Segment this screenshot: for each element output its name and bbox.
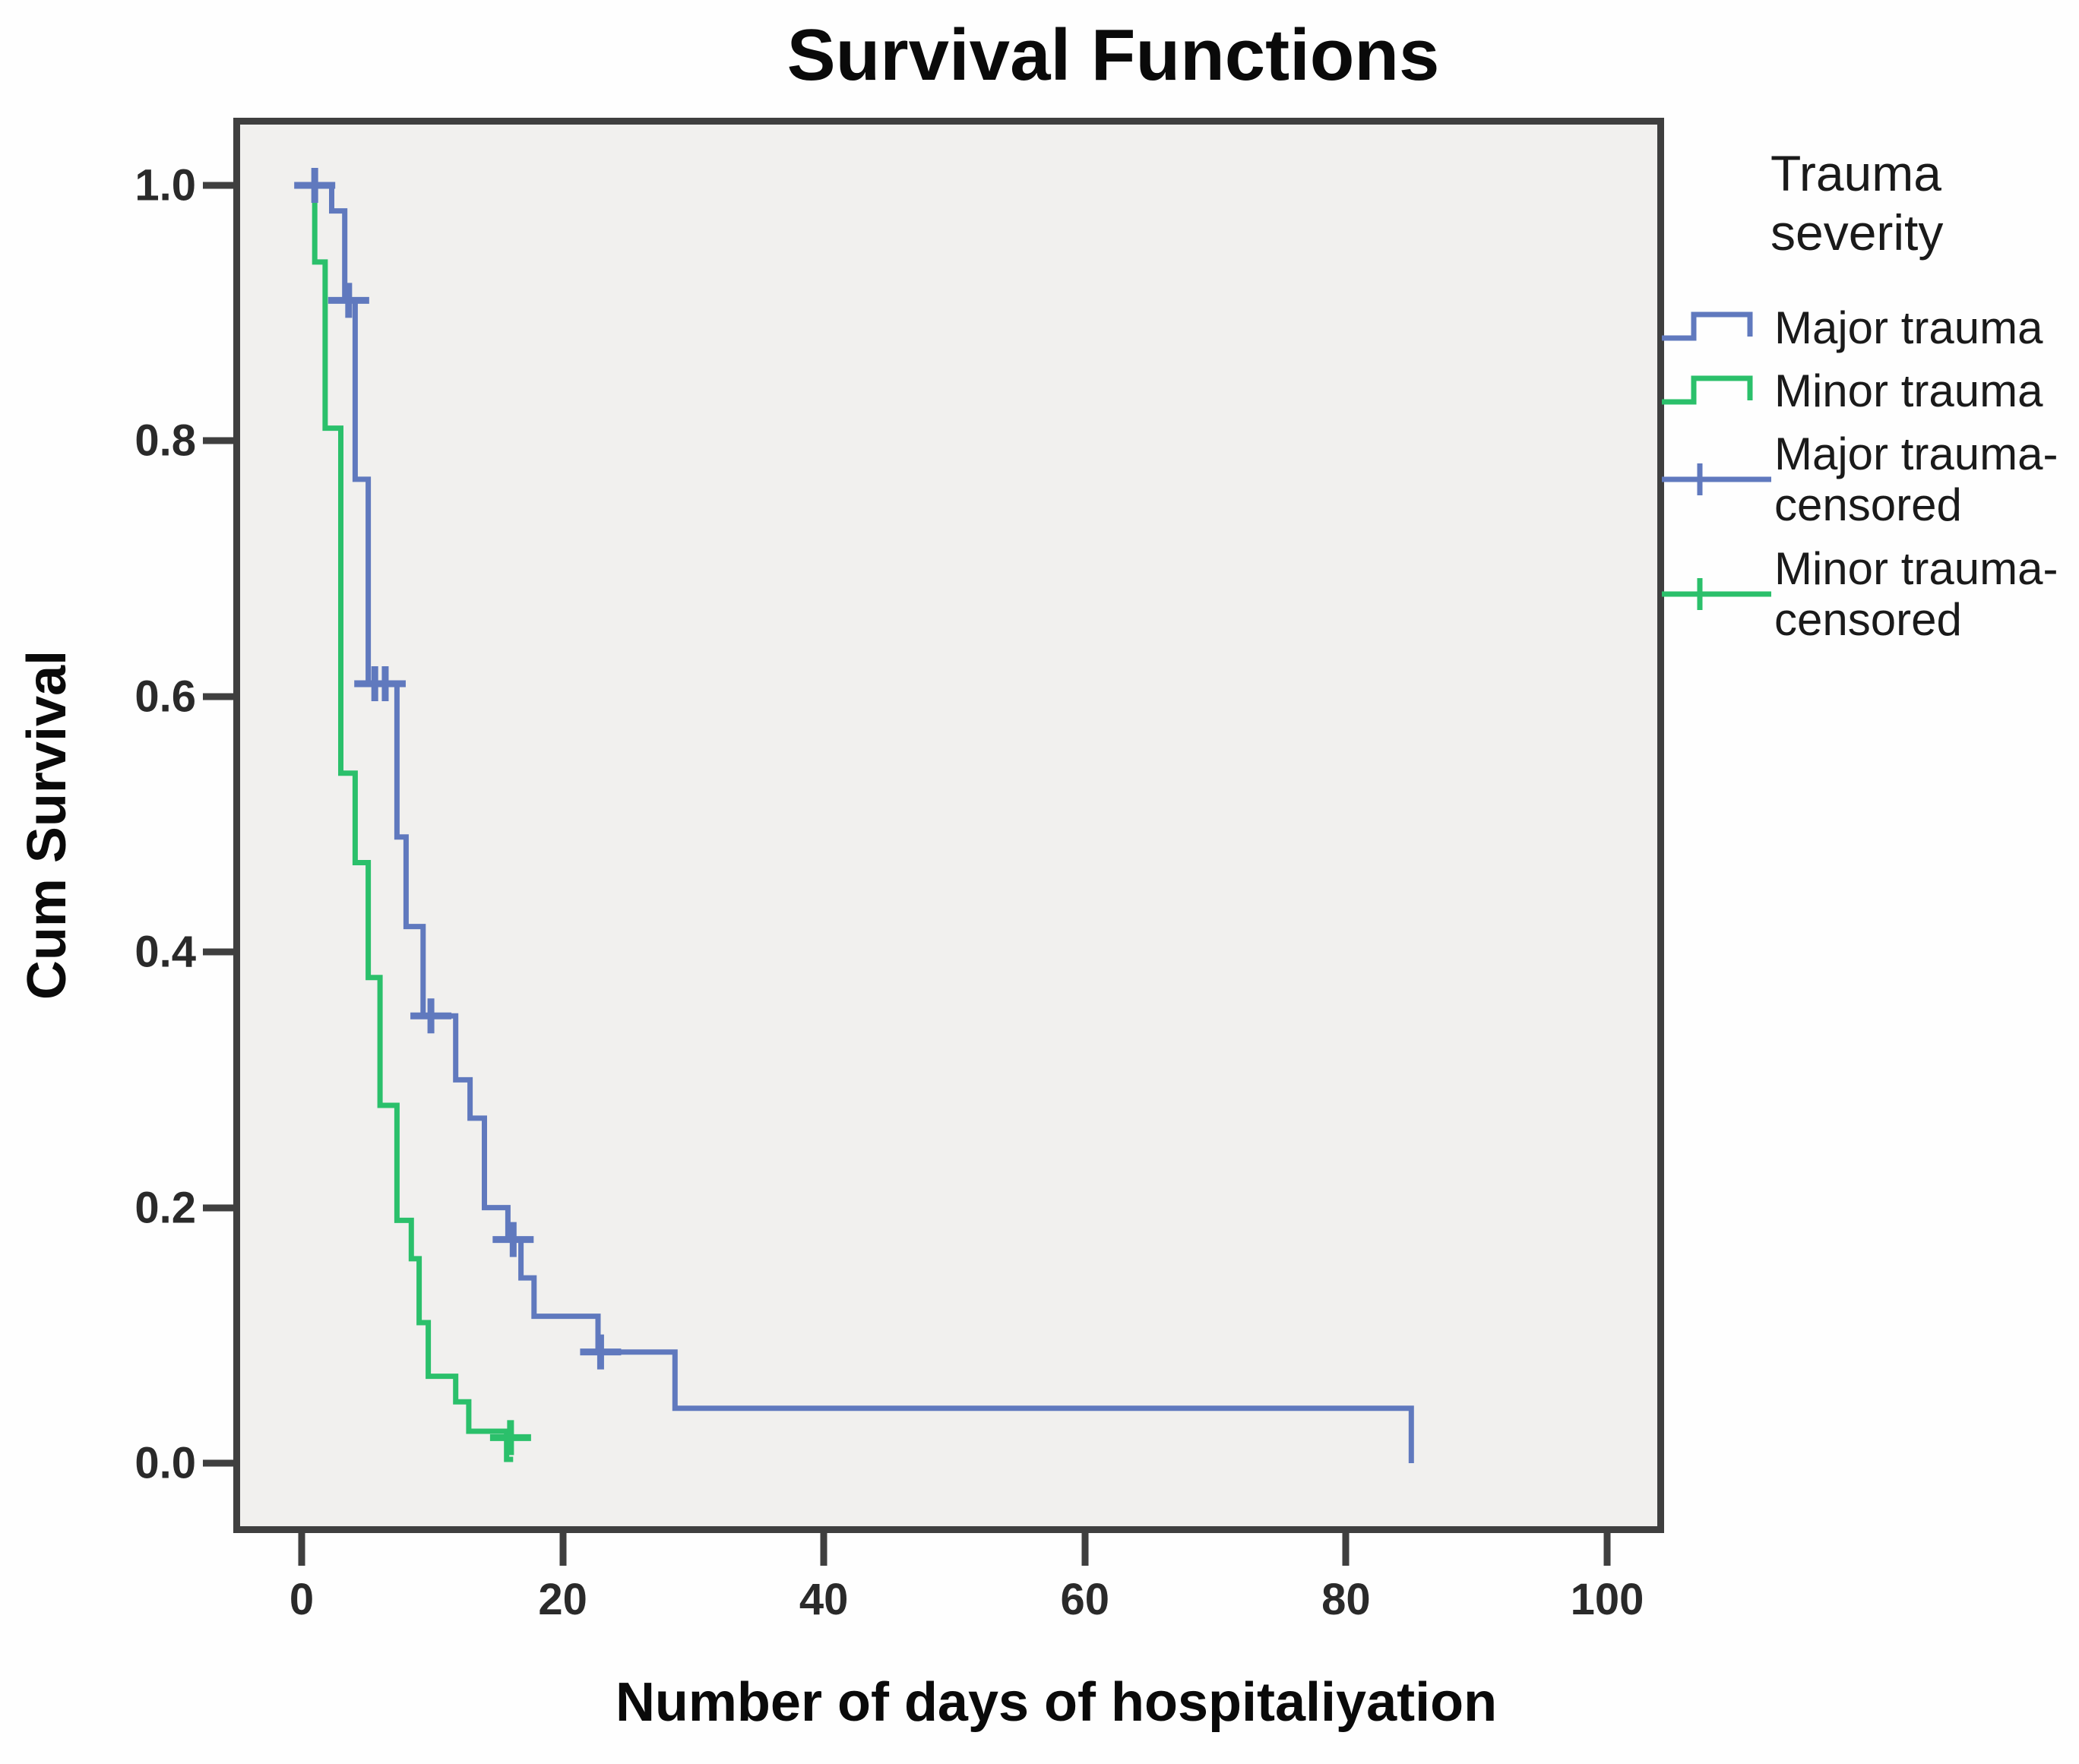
censor-mark-major-trauma bbox=[492, 1222, 534, 1257]
y-tick-label: 0.2 bbox=[134, 1183, 196, 1233]
legend-item: Minor trauma bbox=[1660, 365, 2074, 416]
legend-items: Major trauma Minor trauma Major trauma-cen… bbox=[1660, 302, 2074, 645]
y-tick-mark bbox=[203, 182, 233, 189]
censor-mark-major-trauma bbox=[410, 998, 452, 1034]
censor-mark-major-trauma bbox=[294, 168, 336, 203]
x-tick-mark bbox=[298, 1532, 305, 1566]
plot-area bbox=[233, 118, 1664, 1533]
censor-mark-major-trauma bbox=[364, 665, 406, 701]
legend-item: Major trauma-censored bbox=[1660, 428, 2074, 530]
km-curve-major-trauma bbox=[296, 182, 1414, 1463]
x-tick-label: 0 bbox=[289, 1575, 315, 1624]
y-tick-label: 0.6 bbox=[134, 672, 196, 722]
x-tick-mark bbox=[1603, 1532, 1611, 1566]
y-tick-label: 0.8 bbox=[134, 416, 196, 466]
x-tick-label: 80 bbox=[1321, 1575, 1371, 1624]
legend-item-label: Minor trauma bbox=[1774, 365, 2043, 416]
legend-item: Major trauma bbox=[1660, 302, 2074, 353]
x-tick-mark bbox=[559, 1532, 567, 1566]
chart-title: Survival Functions bbox=[786, 14, 1440, 96]
y-tick-label: 1.0 bbox=[134, 160, 196, 210]
km-curves-canvas bbox=[294, 168, 1414, 1463]
x-tick-mark bbox=[1081, 1532, 1089, 1566]
km-curve-minor-trauma bbox=[309, 182, 514, 1462]
censor-mark-minor-trauma bbox=[489, 1420, 531, 1456]
legend-censored-plus-swatch bbox=[1662, 577, 1771, 610]
censor-mark-major-trauma bbox=[580, 1334, 622, 1370]
x-tick-mark bbox=[1342, 1532, 1350, 1566]
y-tick-mark bbox=[203, 437, 233, 444]
x-tick-label: 60 bbox=[1060, 1575, 1110, 1624]
legend-item-label: Major trauma bbox=[1774, 302, 2043, 353]
legend-step-line-swatch bbox=[1662, 375, 1753, 405]
x-tick-label: 40 bbox=[799, 1575, 849, 1624]
legend-censored-plus-swatch bbox=[1662, 463, 1771, 496]
legend-title: Trauma severity bbox=[1770, 145, 1944, 261]
legend-item: Minor trauma-censored bbox=[1660, 543, 2074, 645]
x-tick-label: 100 bbox=[1570, 1575, 1644, 1624]
y-tick-mark bbox=[203, 693, 233, 700]
y-tick-mark bbox=[203, 1459, 233, 1467]
censor-mark-major-trauma bbox=[328, 283, 369, 318]
y-tick-mark bbox=[203, 1204, 233, 1212]
y-tick-label: 0.4 bbox=[134, 927, 196, 977]
legend-item-label: Minor trauma-censored bbox=[1774, 542, 2058, 645]
y-tick-mark bbox=[203, 948, 233, 956]
legend-step-line-swatch bbox=[1662, 311, 1753, 341]
x-tick-label: 20 bbox=[538, 1575, 587, 1624]
legend-item-label: Major trauma-censored bbox=[1774, 428, 2058, 531]
x-axis-title: Number of days of hospitaliyation bbox=[615, 1672, 1498, 1733]
x-tick-mark bbox=[820, 1532, 827, 1566]
legend: Trauma severity Major trauma Minor trauma… bbox=[1660, 144, 2074, 657]
y-tick-label: 0.0 bbox=[134, 1438, 196, 1488]
